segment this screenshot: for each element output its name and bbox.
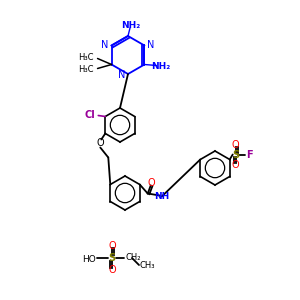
Text: NH₂: NH₂ — [151, 62, 170, 71]
Text: S: S — [232, 149, 239, 160]
Text: NH: NH — [154, 192, 169, 201]
Text: N: N — [148, 40, 155, 50]
Text: O: O — [232, 160, 239, 170]
Text: O: O — [148, 178, 155, 188]
Text: S: S — [108, 253, 116, 263]
Text: O: O — [108, 241, 116, 251]
Text: O: O — [232, 140, 239, 149]
Text: CH₂: CH₂ — [126, 254, 142, 262]
Text: O: O — [108, 265, 116, 275]
Text: CH₃: CH₃ — [140, 262, 155, 271]
Text: HO: HO — [82, 254, 96, 263]
Text: Cl: Cl — [85, 110, 95, 119]
Text: N: N — [101, 40, 109, 50]
Text: H₃C: H₃C — [78, 65, 94, 74]
Text: H₃C: H₃C — [78, 53, 94, 62]
Text: F: F — [246, 149, 252, 160]
Text: NH₂: NH₂ — [122, 22, 141, 31]
Text: O: O — [97, 139, 104, 148]
Text: N: N — [118, 70, 125, 80]
